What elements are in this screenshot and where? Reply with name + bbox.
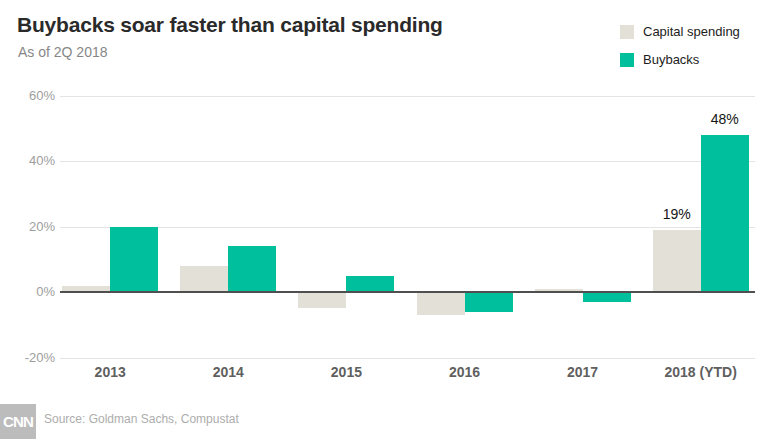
bar-value-label: 19% xyxy=(653,204,701,224)
y-axis-tick-label: 20% xyxy=(10,219,55,235)
y-axis-tick-label: 40% xyxy=(10,153,55,169)
bar-buybacks-2014 xyxy=(228,246,276,292)
bar-buybacks-2016 xyxy=(465,292,513,312)
bar-capital-spending-2018YTD xyxy=(653,230,701,292)
gridline xyxy=(60,358,755,359)
bar-capital-spending-2015 xyxy=(298,292,346,308)
source-text: Source: Goldman Sachs, Compustat xyxy=(44,412,239,426)
gridline xyxy=(60,96,755,97)
plot-area: 60% 40% 20% 0% -20%20132014201520162017 19% 48… xyxy=(0,0,780,439)
bar-value-label: 48% xyxy=(701,109,749,129)
zero-line xyxy=(60,291,755,293)
x-axis-tick-label: 2017 xyxy=(524,364,642,380)
y-axis-tick-label: -20% xyxy=(10,350,55,366)
gridline xyxy=(60,161,755,162)
x-axis-tick-label: 2013 xyxy=(51,364,169,380)
x-axis-tick-label: 2016 xyxy=(406,364,524,380)
bar-capital-spending-2016 xyxy=(417,292,465,315)
x-axis-tick-label: 2018 (YTD) xyxy=(642,364,760,380)
x-axis-tick-label: 2015 xyxy=(287,364,405,380)
y-axis-tick-label: 60% xyxy=(10,88,55,104)
cnn-logo: CNN xyxy=(0,404,36,439)
bar-buybacks-2018YTD xyxy=(701,135,749,292)
x-axis-tick-label: 2014 xyxy=(169,364,287,380)
bar-buybacks-2017 xyxy=(583,292,631,302)
bar-buybacks-2015 xyxy=(346,276,394,292)
gridline xyxy=(60,227,755,228)
bar-buybacks-2013 xyxy=(110,227,158,292)
bar-capital-spending-2014 xyxy=(180,266,228,292)
y-axis-tick-label: 0% xyxy=(10,284,55,300)
